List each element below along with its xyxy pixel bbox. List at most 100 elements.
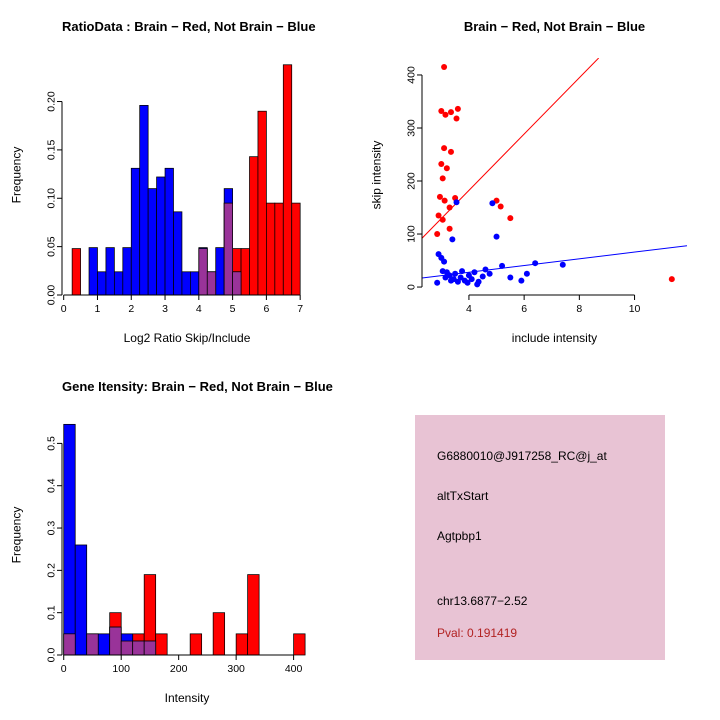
point-red — [435, 212, 442, 219]
hist-bar-red — [247, 574, 260, 656]
hist-bar-red — [240, 248, 250, 296]
point-blue — [518, 277, 525, 284]
x-tick-label: 8 — [576, 303, 582, 315]
y-tick-label: 100 — [406, 225, 418, 243]
x-tick-label: 10 — [629, 303, 641, 315]
y-tick-label: 0 — [406, 284, 418, 290]
hist-bar-blue — [122, 247, 132, 296]
hist-bar-red — [274, 202, 284, 296]
point-red — [507, 215, 514, 222]
y-tick-label: 300 — [406, 119, 418, 137]
fit-line-blue-fit — [422, 245, 687, 279]
locus-text: chr13.6877−2.52 — [437, 594, 528, 608]
hist-bar-overlap — [86, 633, 99, 656]
x-tick-label: 6 — [263, 303, 269, 315]
point-red — [441, 197, 448, 204]
y-tick-label: 0.20 — [46, 91, 58, 112]
point-blue — [479, 273, 486, 280]
fit-line-red-fit — [422, 58, 600, 239]
y-tick-label: 200 — [406, 172, 418, 190]
hist-bar-blue — [97, 271, 107, 296]
point-blue — [523, 270, 530, 277]
hist-bar-red — [257, 110, 267, 296]
y-tick-label: 400 — [406, 66, 418, 84]
ratio-histogram-panel: RatioData : Brain − Red, Not Brain − Blu… — [0, 0, 360, 360]
point-red — [438, 161, 445, 168]
pval-text: Pval: 0.191419 — [437, 626, 518, 640]
hist-bar-overlap — [143, 640, 157, 656]
point-red — [446, 225, 453, 232]
hist-bar-blue — [130, 167, 141, 296]
point-red — [441, 145, 448, 152]
point-blue — [434, 279, 441, 286]
point-red — [453, 115, 460, 122]
x-tick-label: 200 — [170, 663, 188, 675]
ratio-histogram-xlabel: Log2 Ratio Skip/Include — [123, 331, 251, 345]
gene-intensity-chart: 0 100 200 300 400 0.0 0.1 0.2 0.3 0.4 0.5 — [45, 423, 306, 675]
ratio-histogram-title: RatioData : Brain − Red, Not Brain − Blu… — [62, 19, 316, 34]
hist-bar-red — [212, 612, 226, 656]
point-red — [454, 105, 461, 112]
point-blue — [457, 274, 464, 281]
gene-intensity-histogram-panel: Gene Itensity: Brain − Red, Not Brain − … — [0, 360, 360, 720]
point-blue — [507, 274, 514, 281]
point-blue — [468, 276, 475, 283]
x-tick-label: 5 — [230, 303, 236, 315]
hist-bar-blue — [164, 167, 174, 296]
point-red — [438, 108, 445, 115]
x-tick-label: 100 — [112, 663, 130, 675]
point-red — [442, 111, 449, 118]
point-blue — [493, 233, 500, 240]
point-red — [497, 203, 504, 210]
point-red — [434, 231, 441, 238]
gene-intensity-xlabel: Intensity — [164, 691, 210, 705]
point-red — [439, 175, 446, 182]
point-red — [447, 109, 454, 116]
y-tick-label: 0.4 — [45, 478, 57, 493]
point-blue — [471, 269, 478, 276]
x-tick-label: 400 — [285, 663, 303, 675]
point-blue — [499, 262, 506, 269]
x-tick-label: 3 — [162, 303, 168, 315]
point-red — [439, 216, 446, 223]
hist-bar-red — [189, 633, 203, 656]
hist-bar-overlap — [198, 248, 208, 296]
hist-bar-red — [266, 202, 276, 296]
point-blue — [559, 261, 566, 268]
gene-name-text: Agtpbp1 — [437, 529, 482, 543]
hist-bar-overlap — [206, 271, 217, 296]
hist-bar-blue — [105, 247, 115, 296]
gene-info-box: G6880010@J917258_RC@j_at altTxStart Agtp… — [415, 415, 665, 660]
y-tick-label: 0.5 — [46, 436, 58, 451]
hist-bar-overlap — [232, 271, 242, 296]
y-tick-label: 0.15 — [46, 140, 58, 161]
hist-bar-blue — [181, 271, 191, 296]
x-tick-label: 2 — [128, 303, 134, 315]
point-red — [443, 165, 450, 172]
point-blue — [464, 279, 471, 286]
point-red — [668, 276, 675, 283]
point-blue — [453, 199, 460, 206]
hist-bar-blue — [173, 211, 183, 296]
point-blue — [452, 270, 459, 277]
x-tick-label: 6 — [521, 303, 527, 315]
gene-intensity-title: Gene Itensity: Brain − Red, Not Brain − … — [62, 379, 333, 394]
y-tick-label: 0.10 — [46, 188, 58, 209]
point-red — [436, 193, 443, 200]
point-blue — [475, 278, 482, 285]
x-tick-label: 300 — [227, 663, 245, 675]
y-tick-label: 0.1 — [45, 605, 57, 620]
point-blue — [489, 200, 496, 207]
hist-bar-overlap — [132, 640, 145, 656]
hist-bar-red — [291, 202, 301, 296]
hist-bar-overlap — [109, 626, 122, 656]
point-red — [447, 148, 454, 155]
hist-bar-red — [293, 633, 306, 656]
x-tick-label: 0 — [61, 303, 67, 315]
point-blue — [532, 260, 539, 267]
point-blue — [446, 272, 453, 279]
y-tick-label: 0.3 — [46, 521, 58, 536]
chart-element — [422, 58, 687, 288]
point-red — [441, 64, 448, 71]
